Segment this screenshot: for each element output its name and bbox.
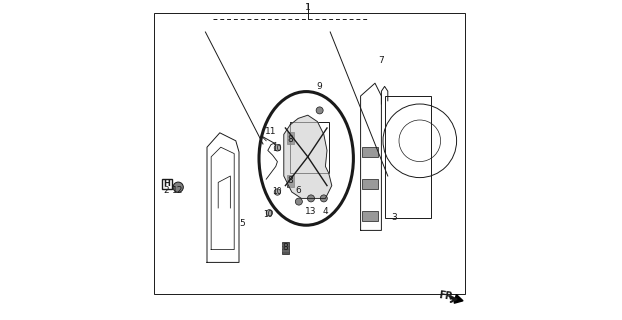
Text: 5: 5 <box>239 220 245 228</box>
Circle shape <box>173 182 183 192</box>
Circle shape <box>274 145 281 151</box>
Polygon shape <box>284 115 332 198</box>
Circle shape <box>266 210 272 216</box>
Text: 10: 10 <box>263 210 272 219</box>
Bar <box>362 211 378 221</box>
Text: 3: 3 <box>391 213 397 222</box>
Text: 11: 11 <box>265 127 277 136</box>
Text: 1: 1 <box>305 3 310 12</box>
Bar <box>362 179 378 189</box>
Text: 7: 7 <box>378 56 384 65</box>
Text: 8: 8 <box>287 135 293 144</box>
Circle shape <box>295 198 302 205</box>
Text: 2: 2 <box>164 186 169 195</box>
Bar <box>282 242 289 254</box>
Bar <box>154 13 465 294</box>
Text: 8: 8 <box>287 176 293 185</box>
Text: 9: 9 <box>317 82 323 91</box>
Bar <box>162 179 172 189</box>
Text: 4: 4 <box>323 207 328 216</box>
Bar <box>287 132 294 144</box>
Bar <box>384 96 431 218</box>
Text: 10: 10 <box>272 144 282 153</box>
Circle shape <box>274 189 281 195</box>
Text: 10: 10 <box>272 188 282 196</box>
Text: H: H <box>164 180 170 188</box>
Text: 12: 12 <box>172 186 183 195</box>
Bar <box>362 147 378 157</box>
Circle shape <box>316 107 323 114</box>
Text: FR.: FR. <box>437 290 457 302</box>
Circle shape <box>307 195 315 202</box>
Text: 8: 8 <box>282 244 288 252</box>
Text: 6: 6 <box>295 186 301 195</box>
Text: 13: 13 <box>305 207 317 216</box>
Circle shape <box>320 195 327 202</box>
FancyArrow shape <box>450 294 463 303</box>
Bar <box>287 175 294 187</box>
